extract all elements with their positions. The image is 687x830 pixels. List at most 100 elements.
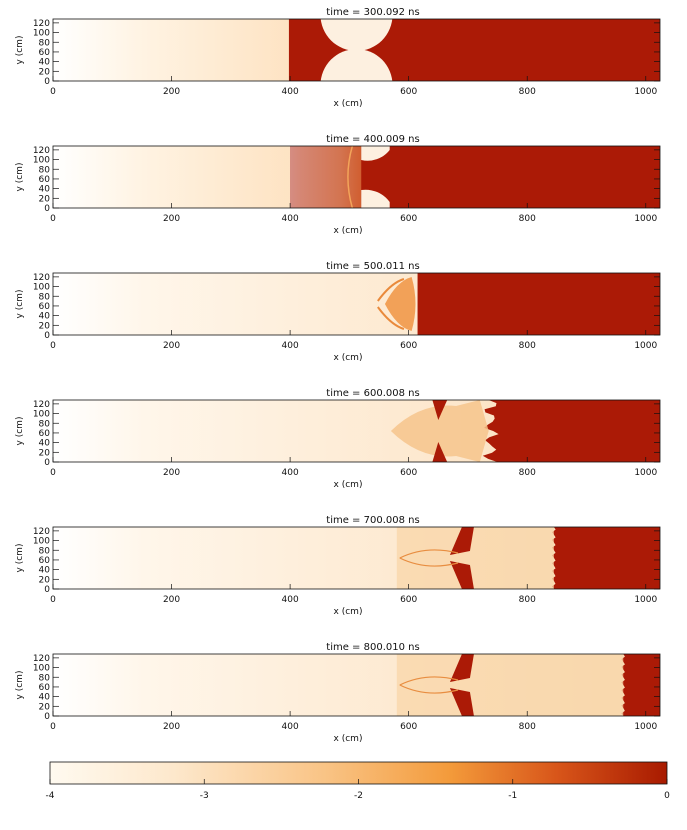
y-tick-label: 40 xyxy=(39,693,51,703)
x-tick-label: 800 xyxy=(519,87,536,97)
y-tick-label: 120 xyxy=(33,146,50,156)
y-tick-label: 100 xyxy=(33,156,50,166)
x-tick-label: 0 xyxy=(50,341,56,351)
x-tick-label: 800 xyxy=(519,341,536,351)
vortex-bottom xyxy=(399,684,459,694)
y-tick-label: 20 xyxy=(39,194,51,204)
x-tick-label: 200 xyxy=(163,87,180,97)
y-tick-label: 60 xyxy=(39,175,51,185)
panel-title: time = 300.092 ns xyxy=(326,7,419,18)
dense-region xyxy=(621,654,660,716)
x-tick-label: 1000 xyxy=(634,722,657,732)
vortex-top xyxy=(399,676,459,686)
x-tick-label: 400 xyxy=(282,341,299,351)
y-tick-label: 120 xyxy=(33,400,50,410)
y-tick-label: 40 xyxy=(39,312,51,322)
panel-title: time = 400.009 ns xyxy=(326,134,419,145)
mixing-region xyxy=(396,654,624,716)
y-axis-label: y (cm) xyxy=(15,417,25,446)
y-tick-label: 40 xyxy=(39,58,51,68)
clump-mushroom xyxy=(384,277,416,331)
panel-title: time = 800.010 ns xyxy=(326,642,419,653)
x-tick-label: 200 xyxy=(163,214,180,224)
clump-top xyxy=(320,19,393,51)
x-axis-label: x (cm) xyxy=(334,99,363,109)
x-tick-label: 200 xyxy=(163,341,180,351)
panel-title: time = 500.011 ns xyxy=(326,261,419,272)
x-axis-label: x (cm) xyxy=(334,480,363,490)
x-tick-label: 400 xyxy=(282,87,299,97)
finger-top xyxy=(449,654,474,682)
y-tick-label: 80 xyxy=(39,38,51,48)
x-axis-label: x (cm) xyxy=(334,607,363,617)
panel-field xyxy=(53,527,660,589)
x-tick-label: 400 xyxy=(282,722,299,732)
x-tick-label: 0 xyxy=(50,87,56,97)
colorbar-tick-label: -3 xyxy=(200,791,209,801)
y-tick-label: 60 xyxy=(39,556,51,566)
y-axis-label: y (cm) xyxy=(15,671,25,700)
x-axis-label: x (cm) xyxy=(334,226,363,236)
x-tick-label: 600 xyxy=(400,214,417,224)
panel-title: time = 600.008 ns xyxy=(326,388,419,399)
x-tick-label: 800 xyxy=(519,214,536,224)
x-tick-label: 1000 xyxy=(634,595,657,605)
dense-region xyxy=(482,400,660,462)
x-tick-label: 600 xyxy=(400,722,417,732)
y-axis-label: y (cm) xyxy=(15,290,25,319)
colorbar-tick-label: -2 xyxy=(354,791,363,801)
x-tick-label: 800 xyxy=(519,468,536,478)
y-tick-label: 20 xyxy=(39,448,51,458)
colorbar-tick-label: -1 xyxy=(508,791,517,801)
x-tick-label: 600 xyxy=(400,468,417,478)
y-tick-label: 80 xyxy=(39,546,51,556)
panel-field xyxy=(53,19,660,81)
y-axis-label: y (cm) xyxy=(15,36,25,65)
mixing-region xyxy=(390,400,489,462)
y-tick-label: 120 xyxy=(33,19,50,29)
x-tick-label: 0 xyxy=(50,214,56,224)
y-tick-label: 0 xyxy=(44,77,50,87)
y-tick-label: 20 xyxy=(39,575,51,585)
y-tick-label: 60 xyxy=(39,429,51,439)
x-tick-label: 400 xyxy=(282,468,299,478)
x-tick-label: 400 xyxy=(282,595,299,605)
panel-frame xyxy=(52,526,661,590)
y-tick-label: 0 xyxy=(44,585,50,595)
x-axis-label: x (cm) xyxy=(334,353,363,363)
y-tick-label: 60 xyxy=(39,48,51,58)
colorbar-ticks: -4 -3 -2 -1 0 xyxy=(46,779,670,801)
x-tick-label: 200 xyxy=(163,722,180,732)
panel-frame xyxy=(52,272,661,336)
finger-bottom xyxy=(449,688,474,716)
y-tick-label: 120 xyxy=(33,527,50,537)
y-tick-label: 0 xyxy=(44,331,50,341)
y-tick-label: 40 xyxy=(39,439,51,449)
panel-frame xyxy=(52,18,661,82)
colorbar: -4 -3 -2 -1 0 xyxy=(46,761,670,801)
y-tick-label: 100 xyxy=(33,283,50,293)
x-tick-label: 1000 xyxy=(634,87,657,97)
y-tick-label: 0 xyxy=(44,458,50,468)
x-tick-label: 200 xyxy=(163,595,180,605)
y-tick-label: 20 xyxy=(39,702,51,712)
panel-frame xyxy=(52,653,661,717)
clump-top xyxy=(361,146,390,161)
x-tick-label: 600 xyxy=(400,595,417,605)
panel-field xyxy=(53,400,660,462)
vortex-top xyxy=(399,549,459,559)
panel-field xyxy=(53,273,660,335)
y-tick-label: 100 xyxy=(33,664,50,674)
dense-region xyxy=(552,527,660,589)
vortex-top xyxy=(377,278,405,302)
finger-top xyxy=(449,527,474,555)
y-tick-label: 0 xyxy=(44,712,50,722)
